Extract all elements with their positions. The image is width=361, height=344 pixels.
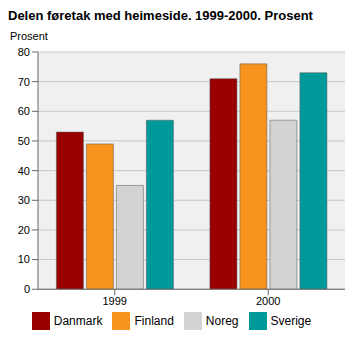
svg-text:20: 20: [18, 224, 30, 236]
svg-text:2000: 2000: [256, 295, 280, 307]
html-text:Delen føretak med heimeside. 1: Delen føretak med heimeside. 1999-2000. …: [8, 8, 313, 23]
svg-text:80: 80: [18, 46, 30, 58]
html-text:Danmark: Danmark: [53, 314, 103, 329]
svg-text:40: 40: [18, 165, 30, 177]
html-text:Noreg: Noreg: [205, 314, 239, 329]
html-text:Sverige: Sverige: [270, 314, 312, 329]
svg-text:10: 10: [18, 253, 30, 265]
svg-text:1999: 1999: [103, 295, 127, 307]
svg-text:50: 50: [18, 135, 30, 147]
svg-text:0: 0: [24, 283, 30, 295]
svg-text:70: 70: [18, 76, 30, 88]
svg-text:60: 60: [18, 105, 30, 117]
html-text:Prosent: Prosent: [10, 30, 48, 42]
svg-text:30: 30: [18, 194, 30, 206]
html-text:Finland: Finland: [134, 314, 174, 329]
